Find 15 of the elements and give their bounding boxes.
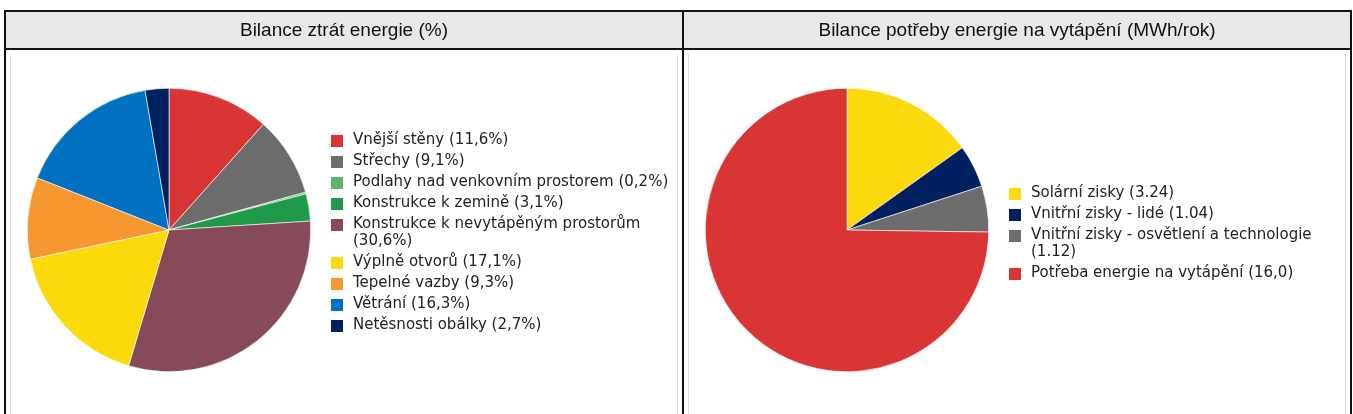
legend-label: Vnější stěny (11,6%) xyxy=(353,130,509,148)
legend-label: Konstrukce k zemině (3,1%) xyxy=(353,193,564,211)
legend-label: Vnitřní zisky - lidé (1.04) xyxy=(1031,203,1214,222)
legend-label: Solární zisky (3.24) xyxy=(1031,182,1175,201)
legend-label: Tepelné vazby (9,3%) xyxy=(353,273,515,291)
legend-label: Netěsnosti obálky (2,7%) xyxy=(353,315,542,333)
legend-label: Větrání (16,3%) xyxy=(353,294,471,312)
chart-title: Bilance potřeby energie na vytápění (MWh/rok) xyxy=(684,12,1350,50)
legend-label: Střechy (9,1%) xyxy=(353,151,465,169)
legend-label: Výplně otvorů (17,1%) xyxy=(353,252,522,270)
legend-label: Konstrukce k nevytápěným prostorům (30,6%) xyxy=(353,214,642,249)
legend-label: Podlahy nad venkovním prostorem (0,2%) xyxy=(353,172,669,190)
chart-title: Bilance ztrát energie (%) xyxy=(6,12,682,50)
legend-label: Vnitřní zisky - osvětlení a technologie (1.12) xyxy=(1031,224,1313,260)
legend-label: Potřeba energie na vytápění (16,0) xyxy=(1031,262,1294,281)
